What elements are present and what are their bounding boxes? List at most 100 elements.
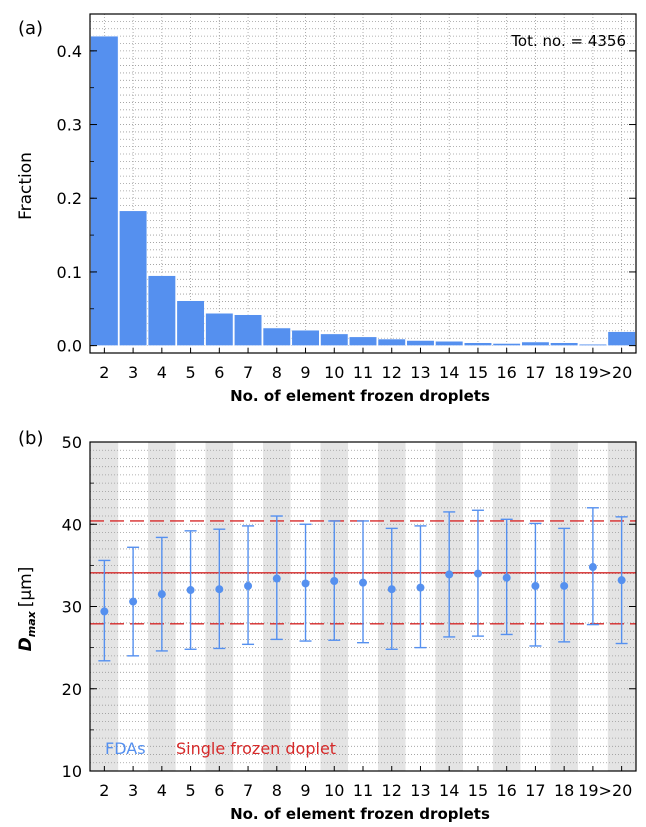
panel-a-bars — [90, 35, 636, 346]
mean-point-2 — [100, 607, 109, 616]
mean-point-18 — [560, 581, 569, 590]
mean-point-8 — [272, 574, 281, 583]
panel-a-xtick-label: 15 — [468, 363, 488, 382]
panel-b-errorbars — [98, 507, 628, 662]
bar-8 — [262, 327, 291, 346]
panel-b-y-axis-label: Dmax [μm] — [16, 567, 38, 652]
panel-a-xtick-label: 9 — [300, 363, 310, 382]
mean-point-16 — [502, 573, 511, 582]
panel-a-ytick-label: 0.4 — [57, 42, 82, 61]
panel-b-xtick-label: 14 — [439, 781, 459, 800]
panel-a-xtick-label: 18 — [554, 363, 574, 382]
panel-b-xtick-label: 8 — [272, 781, 282, 800]
bar-12 — [377, 338, 406, 346]
bar-11 — [348, 336, 378, 346]
mean-point->20 — [617, 576, 626, 585]
panel-a-xtick-label: 7 — [243, 363, 253, 382]
panel-b-xtick-label: 5 — [185, 781, 195, 800]
panel-a-y-ticks: 0.0 0.1 0.2 0.3 0.4 — [57, 13, 636, 356]
mean-point-3 — [129, 597, 138, 606]
mean-point-14 — [445, 570, 454, 579]
panel-b: 10 20 30 40 50 2 3 4 5 6 7 8 9 10 11 12 13 14 15 16 17 18 19>… — [16, 428, 637, 823]
mean-point-7 — [244, 581, 253, 590]
panel-b-xtick-label: 10 — [324, 781, 344, 800]
panel-b-x-ticks: 2 3 4 5 6 7 8 9 10 11 12 13 14 15 16 17 18 19>20 — [99, 766, 632, 800]
mean-point-4 — [157, 590, 166, 599]
bar-10 — [320, 333, 349, 346]
panel-b-ytick-label: 40 — [62, 515, 82, 534]
panel-b-ytick-label: 30 — [62, 598, 82, 617]
bar-7 — [233, 314, 263, 346]
panel-b-xtick-label: 9 — [300, 781, 310, 800]
panel-b-xtick-label: 18 — [554, 781, 574, 800]
panel-b-ytick-label: 50 — [62, 433, 82, 452]
mean-point-19 — [588, 563, 597, 572]
panel-a-total-annotation: Tot. no. = 4356 — [510, 32, 626, 50]
panel-a-xtick-label: 12 — [382, 363, 402, 382]
bar->20 — [607, 331, 636, 346]
bar-9 — [291, 329, 320, 346]
mean-point-10 — [330, 577, 339, 586]
panel-a-xtick-label: 3 — [128, 363, 138, 382]
panel-a-x-ticks: 2 3 4 5 6 7 8 9 10 11 12 13 14 15 16 17 18 19>20 — [99, 348, 632, 382]
mean-point-6 — [215, 585, 224, 594]
panel-b-xtick-label: 6 — [214, 781, 224, 800]
panel-a-xtick-label: 8 — [272, 363, 282, 382]
panel-a-xtick-label: 5 — [185, 363, 195, 382]
panel-a-xtick-label: 16 — [497, 363, 517, 382]
panel-a-ytick-label: 0.3 — [57, 116, 82, 135]
panel-a-xtick-label: 4 — [157, 363, 167, 382]
panel-a-xtick-label: 6 — [214, 363, 224, 382]
panel-b-y-axis-label-main: D — [16, 637, 36, 651]
panel-a-x-axis-label: No. of element frozen droplets — [230, 387, 490, 405]
panel-a-ytick-label: 0.1 — [57, 263, 82, 282]
panel-b-xtick-label: 13 — [410, 781, 430, 800]
panel-a-xtick-label: 10 — [324, 363, 344, 382]
bar-19 — [578, 343, 607, 346]
bar-14 — [435, 340, 464, 346]
panel-a-xtick-label: 2 — [99, 363, 109, 382]
mean-point-9 — [301, 579, 310, 588]
panel-b-xtick-label: 15 — [468, 781, 488, 800]
panel-b-y-ticks: 10 20 30 40 50 — [62, 433, 636, 781]
mean-point-15 — [473, 569, 482, 578]
bar-18 — [550, 342, 579, 346]
bar-15 — [463, 342, 493, 346]
bar-5 — [176, 300, 205, 346]
bar-6 — [205, 312, 234, 346]
mean-point-5 — [186, 586, 195, 595]
panel-b-xtick-label: 12 — [382, 781, 402, 800]
bar-13 — [406, 340, 435, 346]
legend-fdas: FDAs — [105, 739, 146, 758]
panel-a-xtick-label: 14 — [439, 363, 459, 382]
panel-b-xtick-label: 7 — [243, 781, 253, 800]
mean-point-13 — [416, 583, 425, 592]
panel-a-label: (a) — [18, 18, 43, 39]
panel-b-xtick-label: 4 — [157, 781, 167, 800]
panel-a-y-axis-label: Fraction — [16, 152, 36, 220]
panel-a-ytick-label: 0.2 — [57, 189, 82, 208]
mean-point-11 — [359, 578, 367, 587]
panel-b-y-axis-label-sub: max — [25, 610, 38, 637]
panel-b-xtick-label: 16 — [497, 781, 517, 800]
mean-point-17 — [531, 581, 540, 590]
panel-a-xtick-label: 11 — [353, 363, 373, 382]
panel-b-xtick-label: 2 — [99, 781, 109, 800]
panel-b-xtick-label: 3 — [128, 781, 138, 800]
panel-a-xtick-label: 13 — [410, 363, 430, 382]
panel-a: 0.0 0.1 0.2 0.3 0.4 2 3 4 5 6 7 8 9 10 11 12 13 14 15 16 17… — [16, 13, 637, 405]
legend-single-frozen-doplet: Single frozen doplet — [176, 739, 336, 758]
panel-b-ytick-label: 10 — [62, 762, 82, 781]
panel-b-y-axis-label-unit: [μm] — [16, 567, 36, 608]
bar-4 — [147, 275, 176, 346]
bar-16 — [492, 343, 521, 346]
bar-2 — [90, 35, 119, 346]
bar-3 — [119, 210, 148, 346]
panel-b-x-axis-label: No. of element frozen droplets — [230, 805, 490, 823]
panel-b-ytick-label: 20 — [62, 680, 82, 699]
panel-b-xtick-label: 19>20 — [578, 781, 632, 800]
panel-a-ytick-label: 0.0 — [57, 337, 82, 356]
panel-b-xtick-label: 17 — [525, 781, 545, 800]
panel-a-xtick-label: 19>20 — [578, 363, 632, 382]
